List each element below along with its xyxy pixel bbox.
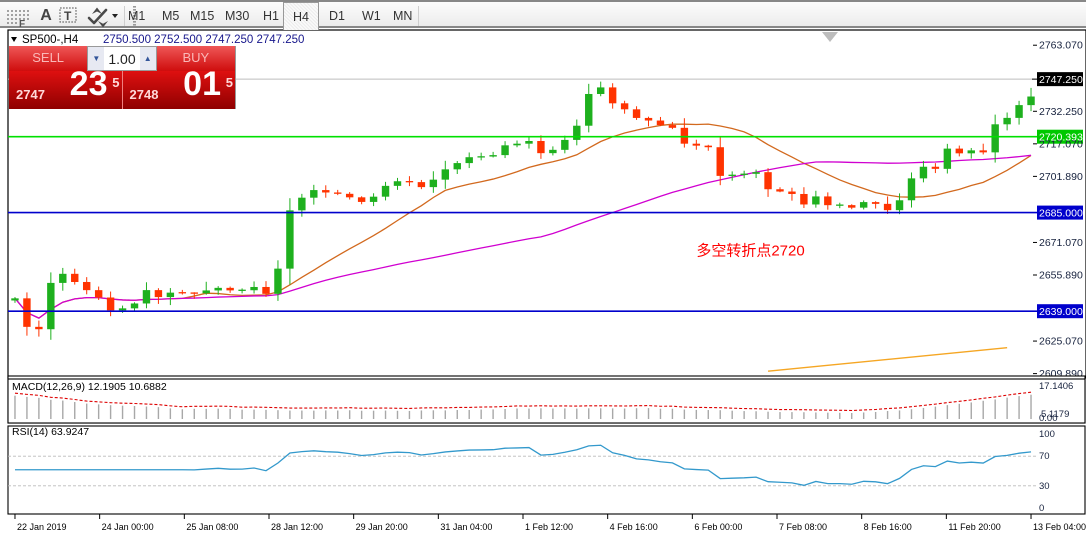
svg-text:2701.890: 2701.890 xyxy=(1039,171,1083,183)
svg-text:MACD(12,26,9) 12.1905 10.6882: MACD(12,26,9) 12.1905 10.6882 xyxy=(12,381,167,393)
svg-text:2747.250: 2747.250 xyxy=(1039,74,1083,86)
svg-text:2625.070: 2625.070 xyxy=(1039,336,1083,348)
svg-text:RSI(14) 63.9247: RSI(14) 63.9247 xyxy=(12,426,89,438)
svg-text:30: 30 xyxy=(1039,481,1050,492)
svg-text:25 Jan 08:00: 25 Jan 08:00 xyxy=(186,522,238,532)
svg-text:T: T xyxy=(64,9,72,23)
svg-text:22 Jan 2019: 22 Jan 2019 xyxy=(17,522,67,532)
svg-text:24 Jan 00:00: 24 Jan 00:00 xyxy=(102,522,154,532)
svg-text:31 Jan 04:00: 31 Jan 04:00 xyxy=(440,522,492,532)
svg-text:11 Feb 20:00: 11 Feb 20:00 xyxy=(948,522,1000,532)
svg-text:多空转折点2720: 多空转折点2720 xyxy=(696,242,804,259)
svg-text:8 Feb 16:00: 8 Feb 16:00 xyxy=(864,522,912,532)
svg-text:7 Feb 08:00: 7 Feb 08:00 xyxy=(779,522,827,532)
svg-text:2671.070: 2671.070 xyxy=(1039,237,1083,249)
svg-text:2763.070: 2763.070 xyxy=(1039,40,1083,52)
svg-text:13 Feb 04:00: 13 Feb 04:00 xyxy=(1033,522,1086,532)
svg-text:5.1179: 5.1179 xyxy=(1041,409,1069,420)
svg-text:17.1406: 17.1406 xyxy=(1039,381,1073,392)
svg-text:2732.250: 2732.250 xyxy=(1039,106,1083,118)
svg-text:29 Jan 20:00: 29 Jan 20:00 xyxy=(356,522,408,532)
svg-text:2639.000: 2639.000 xyxy=(1039,306,1083,318)
svg-text:0: 0 xyxy=(1039,503,1044,514)
svg-text:SP500-,H4: SP500-,H4 xyxy=(22,34,79,46)
svg-text:1 Feb 12:00: 1 Feb 12:00 xyxy=(525,522,573,532)
svg-text:28 Jan 12:00: 28 Jan 12:00 xyxy=(271,522,323,532)
svg-text:2685.000: 2685.000 xyxy=(1039,207,1083,219)
svg-text:2750.500 2752.500 2747.250 274: 2750.500 2752.500 2747.250 2747.250 xyxy=(103,34,304,46)
svg-text:F: F xyxy=(19,19,25,30)
svg-text:2655.890: 2655.890 xyxy=(1039,269,1083,281)
svg-text:2717.070: 2717.070 xyxy=(1039,138,1083,150)
svg-text:100: 100 xyxy=(1039,429,1055,440)
svg-text:70: 70 xyxy=(1039,451,1050,462)
svg-text:4 Feb 16:00: 4 Feb 16:00 xyxy=(610,522,658,532)
svg-text:6 Feb 00:00: 6 Feb 00:00 xyxy=(694,522,742,532)
